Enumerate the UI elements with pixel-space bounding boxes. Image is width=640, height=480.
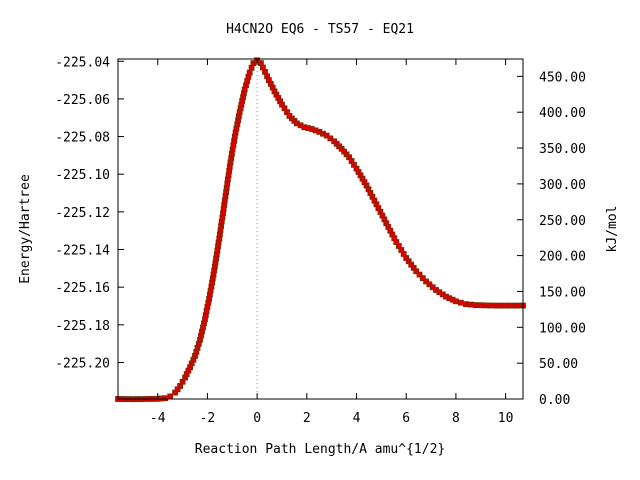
y2-tick-label: 200.00 bbox=[539, 250, 586, 265]
data-marks bbox=[115, 57, 526, 403]
data-point bbox=[426, 281, 433, 288]
axes: -4 -2 0 2 4 6 8 10 -225.20 -225.18 -225.16 -225.14 -… bbox=[55, 55, 586, 426]
x-tick-label: -4 bbox=[150, 411, 166, 426]
y-axis-label: Energy/Hartree bbox=[18, 174, 33, 284]
data-point bbox=[248, 64, 255, 71]
data-point bbox=[246, 69, 253, 76]
y-tick-label: -225.08 bbox=[55, 131, 110, 146]
x-axis-label: Reaction Path Length/A amu^{1/2} bbox=[195, 442, 445, 457]
y2-tick-label: 150.00 bbox=[539, 285, 586, 300]
data-point bbox=[487, 302, 494, 309]
y-tick-label: -225.18 bbox=[55, 319, 110, 334]
series-line bbox=[117, 59, 523, 400]
x-tick-label: 6 bbox=[402, 411, 410, 426]
data-point bbox=[327, 135, 334, 142]
y-tick-label: -225.16 bbox=[55, 281, 110, 296]
x-tick-label: 4 bbox=[353, 411, 361, 426]
y2-tick-label: 50.00 bbox=[539, 357, 578, 372]
plot-frame bbox=[117, 58, 524, 400]
data-point bbox=[167, 393, 174, 400]
data-point bbox=[462, 301, 469, 308]
x-tick-label: 10 bbox=[498, 411, 514, 426]
y-tick-label: -225.06 bbox=[55, 93, 110, 108]
data-point bbox=[162, 395, 169, 402]
y2-tick-label: 350.00 bbox=[539, 142, 586, 157]
y2-tick-label: 300.00 bbox=[539, 178, 586, 193]
data-point bbox=[467, 301, 474, 308]
data-point bbox=[507, 302, 514, 309]
data-point bbox=[457, 299, 464, 306]
data-point bbox=[413, 268, 420, 275]
y2-tick-label: 400.00 bbox=[539, 106, 586, 121]
y2-tick-label: 250.00 bbox=[539, 214, 586, 229]
y-tick-label: -225.14 bbox=[55, 244, 110, 259]
y2-tick-label: 450.00 bbox=[539, 70, 586, 85]
x-tick-label: -2 bbox=[200, 411, 216, 426]
y2-axis-label: kJ/mol bbox=[605, 206, 620, 253]
data-point bbox=[482, 302, 489, 309]
y-tick-label: -225.20 bbox=[55, 356, 110, 371]
data-point bbox=[452, 298, 459, 305]
data-point bbox=[497, 302, 504, 309]
x-tick-label: 8 bbox=[452, 411, 460, 426]
y-tick-label: -225.10 bbox=[55, 168, 110, 183]
y-tick-label: -225.12 bbox=[55, 206, 110, 221]
y-tick-label: -225.04 bbox=[55, 55, 110, 70]
x-tick-label: 2 bbox=[303, 411, 311, 426]
data-point bbox=[492, 302, 499, 309]
y2-tick-label: 100.00 bbox=[539, 321, 586, 336]
chart-title: H4CN2O EQ6 - TS57 - EQ21 bbox=[226, 22, 414, 37]
data-point bbox=[477, 302, 484, 309]
y2-tick-label: 0.00 bbox=[539, 393, 570, 408]
data-point bbox=[472, 302, 479, 309]
data-point bbox=[416, 271, 423, 278]
data-point bbox=[419, 275, 426, 282]
data-point bbox=[502, 302, 509, 309]
x-tick-label: 0 bbox=[253, 411, 261, 426]
